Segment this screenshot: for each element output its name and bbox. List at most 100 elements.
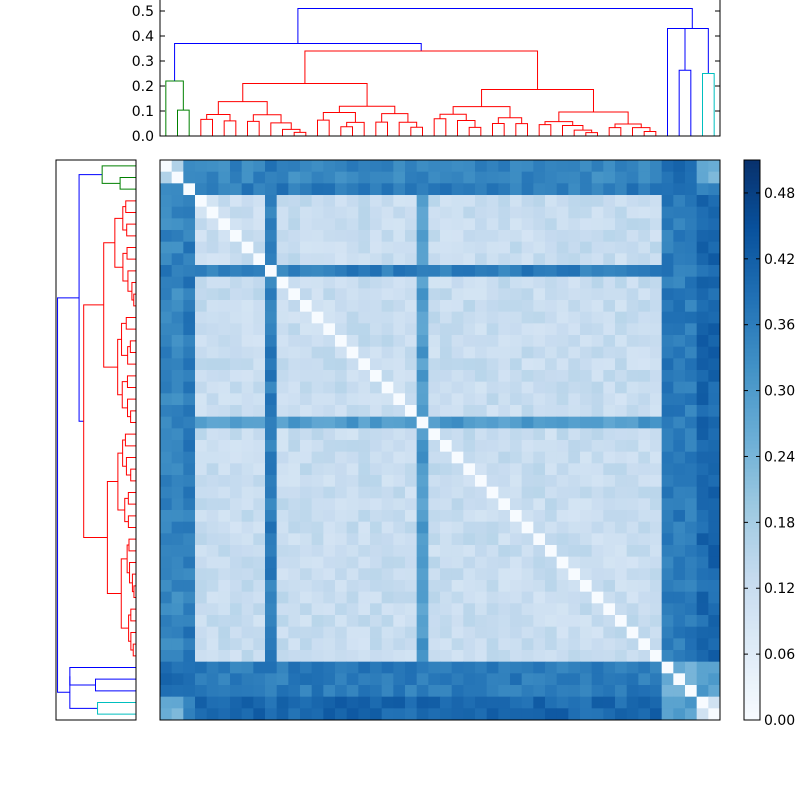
dendrogram-link [130,608,136,622]
heatmap-cell [206,591,219,604]
heatmap-cell [230,568,243,581]
heatmap-cell [230,510,243,523]
heatmap-cell [708,498,721,511]
heatmap-cell [160,510,173,523]
heatmap-cell [545,230,558,243]
heatmap-cell [183,440,196,453]
heatmap-cell [615,568,628,581]
heatmap-cell [428,661,441,674]
heatmap-cell [416,183,429,196]
heatmap-cell [545,661,558,674]
colorbar-segment [744,296,760,301]
heatmap-cell [603,265,616,278]
heatmap-cell [323,475,336,488]
heatmap-cell [696,300,709,313]
heatmap-cell [498,206,511,219]
heatmap-cell [241,323,254,336]
heatmap-cell [510,650,523,663]
heatmap-cell [253,451,266,464]
heatmap-cell [300,346,313,359]
heatmap-cell [626,708,639,721]
heatmap-cell [498,510,511,523]
heatmap-cell [241,708,254,721]
heatmap-cell [265,638,278,651]
heatmap-cell [673,580,686,593]
heatmap-cell [638,603,651,616]
heatmap-cell [580,650,593,663]
heatmap-cell [288,195,301,208]
heatmap-cell [626,218,639,231]
heatmap-cell [475,416,488,429]
heatmap-cell [463,311,476,324]
heatmap-cell [428,498,441,511]
heatmap-cell [218,661,231,674]
colorbar-segment [744,416,760,421]
heatmap-cell [428,521,441,534]
heatmap-cell [615,276,628,289]
heatmap-cell [276,603,289,616]
heatmap-cell [405,160,418,173]
heatmap-cell [370,218,383,231]
colorbar-segment [744,452,760,457]
dendrogram-link [130,632,136,651]
heatmap-cell [171,405,184,418]
heatmap-cell [626,416,639,429]
heatmap-cell [206,533,219,546]
heatmap-cell [533,300,546,313]
heatmap-cell [241,685,254,698]
heatmap-cell [195,195,208,208]
heatmap-cell [265,545,278,558]
heatmap-cell [323,521,336,534]
heatmap-cell [241,626,254,639]
colorbar-segment [744,412,760,417]
heatmap-cell [463,335,476,348]
heatmap-cell [486,346,499,359]
heatmap-cell [416,626,429,639]
heatmap-cell [195,405,208,418]
heatmap-cell [335,708,348,721]
heatmap-cell [615,241,628,254]
heatmap-cell [160,685,173,698]
heatmap-cell [650,451,663,464]
heatmap-cell [393,556,406,569]
dendrogram-link [133,293,136,307]
heatmap-cell [486,451,499,464]
heatmap-cell [650,533,663,546]
heatmap-cell [568,440,581,453]
heatmap-cell [673,603,686,616]
heatmap-cell [615,650,628,663]
heatmap-cell [451,708,464,721]
heatmap-cell [288,498,301,511]
heatmap-cell [463,230,476,243]
heatmap-cell [510,206,523,219]
colorbar [743,159,761,721]
heatmap-cell [300,626,313,639]
heatmap-cell [440,556,453,569]
heatmap-cell [638,381,651,394]
heatmap-cell [370,405,383,418]
heatmap-cell [335,311,348,324]
heatmap-cell [591,346,604,359]
heatmap-cell [580,370,593,383]
heatmap-cell [171,626,184,639]
heatmap-cell [323,393,336,406]
heatmap-cell [288,241,301,254]
heatmap-cell [253,486,266,499]
dendrogram-link [217,101,268,115]
colorbar-segment [744,500,760,505]
heatmap-cell [650,696,663,709]
colorbar-segment [744,688,760,693]
heatmap-cell [475,253,488,266]
heatmap-cell [556,545,569,558]
heatmap-cell [486,416,499,429]
heatmap-cell [533,533,546,546]
heatmap-cell [661,358,674,371]
heatmap-cell [615,696,628,709]
heatmap-cell [498,463,511,476]
heatmap-cell [265,568,278,581]
colorbar-segment [744,508,760,513]
heatmap-cell [498,521,511,534]
heatmap-cell [171,708,184,721]
heatmap-cell [381,218,394,231]
dendrogram-link [544,121,574,126]
